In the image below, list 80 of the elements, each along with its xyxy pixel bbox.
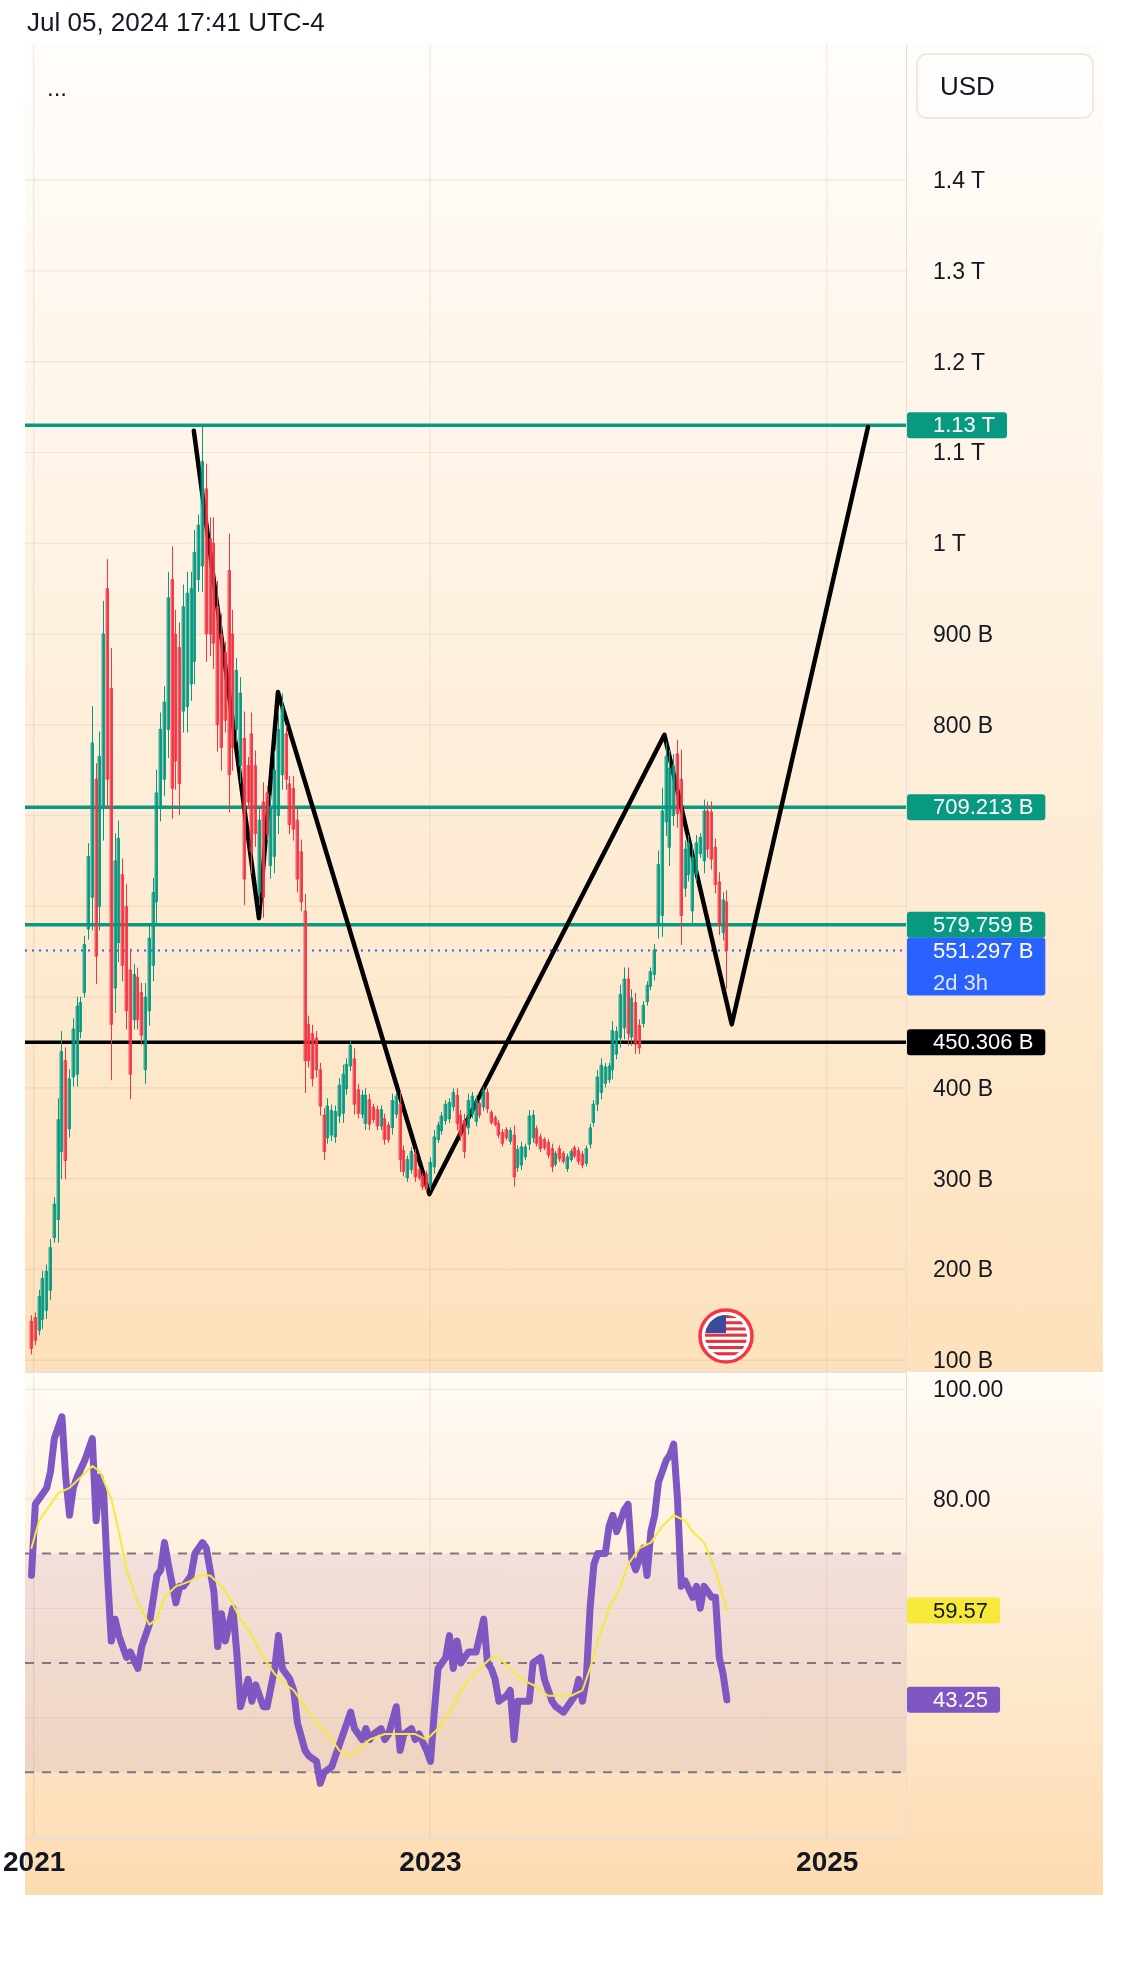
ref-line-label: 450.306 B xyxy=(933,1029,1034,1055)
candlestick xyxy=(486,1088,489,1113)
y-tick-label: 100.00 xyxy=(933,1376,1004,1403)
y-tick-label: 1.3 T xyxy=(933,257,985,284)
x-tick-label: 2025 xyxy=(796,1845,859,1877)
candlestick xyxy=(509,1127,512,1145)
candlestick xyxy=(353,1048,356,1115)
candlestick xyxy=(482,1086,485,1112)
candlestick xyxy=(364,1088,367,1131)
candlestick xyxy=(133,963,136,1030)
candlestick xyxy=(186,571,189,733)
ref-line-label: 579.759 B xyxy=(933,911,1034,937)
candlestick xyxy=(634,992,637,1054)
y-tick-label: 800 B xyxy=(933,711,994,738)
text: 59.57 xyxy=(933,1597,989,1623)
candlestick xyxy=(490,1110,493,1125)
candlestick xyxy=(627,967,630,1046)
line-series xyxy=(30,1465,728,1757)
candlestick xyxy=(467,1093,470,1135)
candlestick xyxy=(581,1150,584,1169)
y-tick-label: 80.00 xyxy=(933,1485,991,1512)
candlestick xyxy=(630,989,633,1046)
y-tick-label: 1 T xyxy=(933,530,966,557)
y-tick-label: 400 B xyxy=(933,1074,994,1101)
candlestick xyxy=(558,1145,561,1162)
y-tick-label: 200 B xyxy=(933,1256,994,1283)
candlestick xyxy=(171,546,174,819)
ref-line-label: 551.297 B xyxy=(933,937,1034,963)
candlestick xyxy=(566,1153,569,1172)
candlestick xyxy=(520,1141,523,1171)
candlestick xyxy=(262,782,265,918)
candlestick xyxy=(585,1145,588,1167)
y-tick-label: 900 B xyxy=(933,620,994,647)
candlestick xyxy=(528,1110,531,1151)
candlestick xyxy=(391,1093,394,1135)
y-tick-label: 100 B xyxy=(933,1347,994,1374)
x-tick-label: 2023 xyxy=(399,1845,462,1877)
candlestick xyxy=(414,1149,417,1182)
candlestick xyxy=(577,1147,580,1165)
candlestick xyxy=(304,894,307,1093)
candlestick xyxy=(76,996,79,1087)
candlestick xyxy=(250,712,253,874)
annotation: ... xyxy=(47,74,68,101)
candlestick xyxy=(83,935,86,998)
candlestick xyxy=(243,711,246,906)
candlestick xyxy=(228,533,231,813)
y-tick-label: 300 B xyxy=(933,1165,994,1192)
ref-line-label: 1.13 T xyxy=(933,412,995,438)
candlestick xyxy=(642,1001,645,1028)
candlestick xyxy=(368,1093,371,1131)
candlestick xyxy=(380,1105,383,1131)
y-tick-label: 1.4 T xyxy=(933,167,985,194)
candlestick xyxy=(725,890,728,989)
x-tick-label: 2021 xyxy=(3,1845,66,1877)
candlestick xyxy=(323,1108,326,1161)
text: 2d 3h xyxy=(933,969,989,995)
candlestick xyxy=(64,1047,67,1180)
candlestick xyxy=(68,1069,71,1138)
candlestick xyxy=(478,1100,481,1119)
candlestick xyxy=(516,1145,519,1172)
candlestick xyxy=(95,763,98,984)
y-axis-title: USD xyxy=(940,71,995,102)
candlestick xyxy=(425,1170,428,1192)
candlestick xyxy=(463,1113,466,1159)
candlestick xyxy=(383,1113,386,1145)
candlestick xyxy=(513,1125,516,1187)
candlestick xyxy=(589,1123,592,1149)
y-tick-label: 1.2 T xyxy=(933,348,985,375)
candlestick xyxy=(554,1150,557,1167)
candlestick xyxy=(205,463,208,662)
candlestick xyxy=(326,1098,329,1144)
candlestick xyxy=(611,1021,614,1080)
y-tick-label: 1.1 T xyxy=(933,439,985,466)
candlestick xyxy=(30,1315,33,1355)
ref-line-label: 709.213 B xyxy=(933,794,1034,820)
candlestick xyxy=(551,1143,554,1172)
candlestick xyxy=(475,1095,478,1127)
text: 43.25 xyxy=(933,1686,989,1712)
chart-title: Jul 05, 2024 17:41 UTC-4 xyxy=(27,7,325,38)
candlestick xyxy=(376,1105,379,1131)
